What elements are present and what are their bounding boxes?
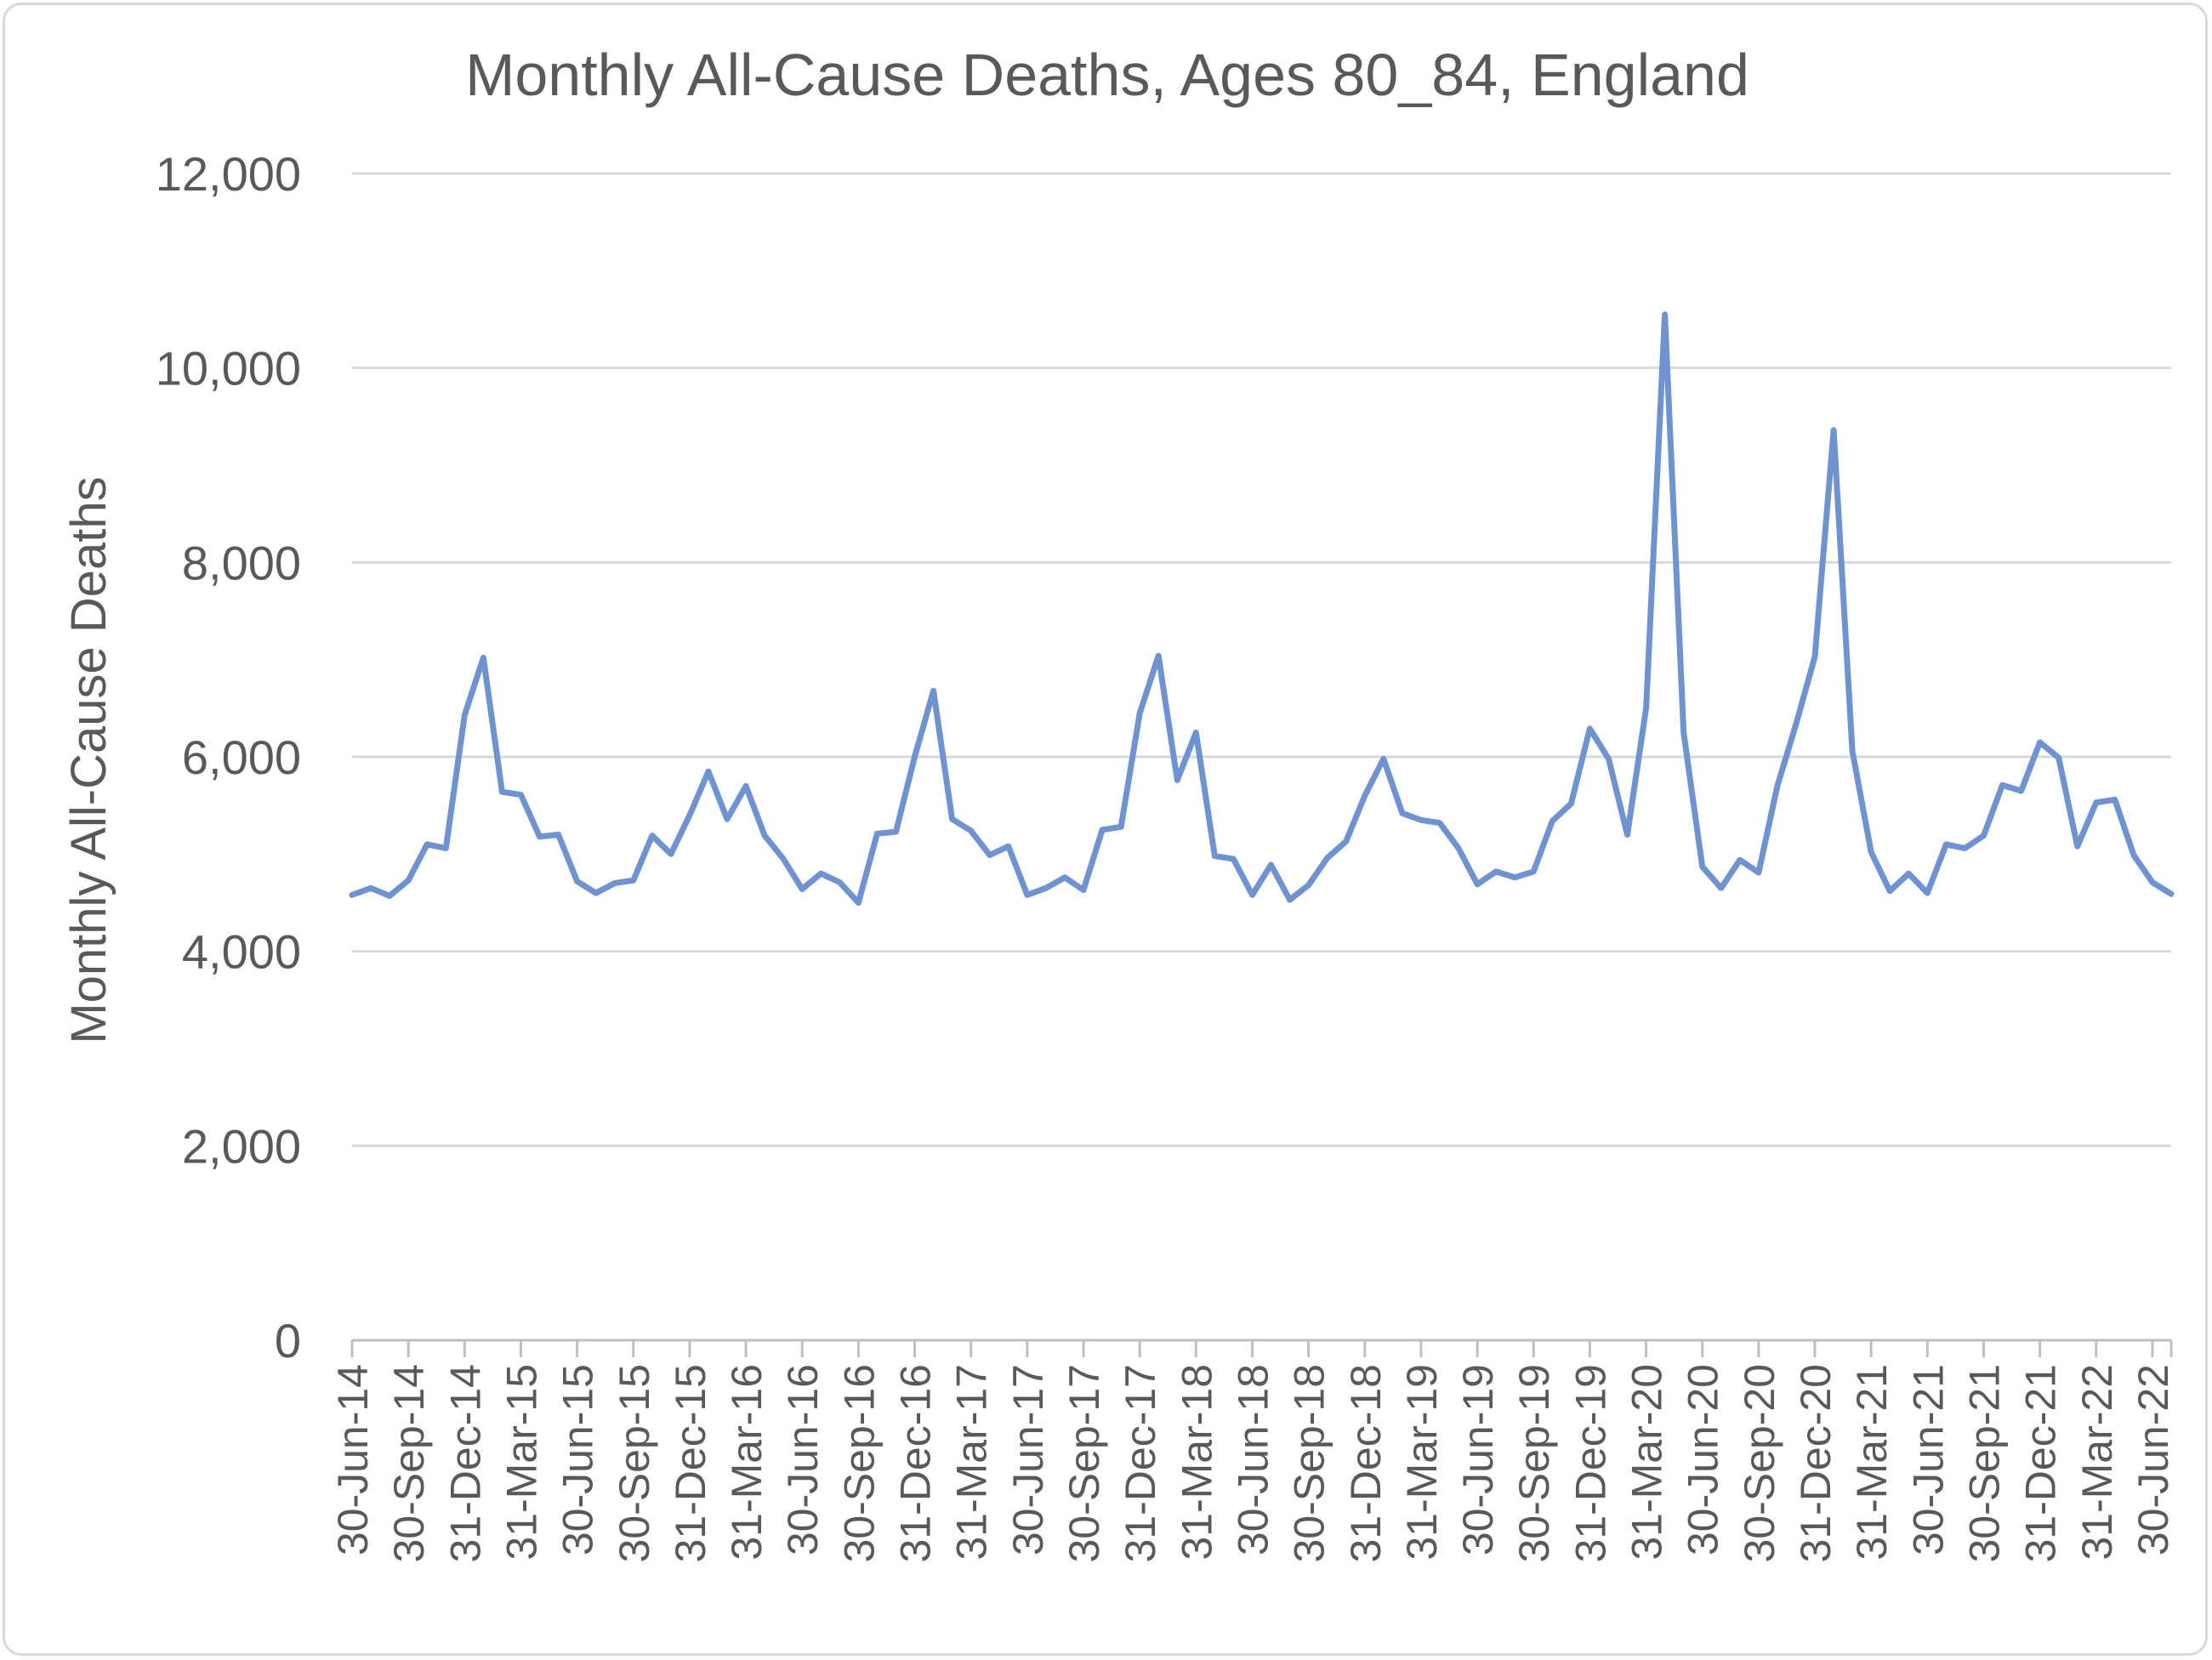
x-tick-label: 30-Jun-15 xyxy=(554,1364,602,1555)
x-tick-label: 31-Mar-18 xyxy=(1173,1364,1220,1561)
x-tick-label: 30-Jun-20 xyxy=(1680,1364,1727,1555)
x-tick-label: 31-Dec-17 xyxy=(1117,1364,1164,1562)
x-tick-label: 30-Sep-16 xyxy=(835,1364,883,1563)
y-axis-label: Monthly All-Cause Deaths xyxy=(61,476,117,1043)
x-tick-label: 31-Dec-18 xyxy=(1342,1364,1390,1562)
x-tick-label: 30-Jun-21 xyxy=(1904,1364,1952,1555)
x-tick-label: 31-Dec-16 xyxy=(892,1364,940,1562)
x-tick-label: 31-Mar-17 xyxy=(948,1364,996,1561)
chart-title: Monthly All-Cause Deaths, Ages 80_84, En… xyxy=(465,42,1749,108)
x-tick-label: 31-Dec-19 xyxy=(1567,1364,1614,1562)
series-line xyxy=(349,311,2175,906)
x-axis: 30-Jun-14 30-Sep-14 31-Dec-14 31-Mar-15 30-J… xyxy=(329,1339,2177,1563)
x-tick-label: 30-Sep-18 xyxy=(1286,1364,1333,1563)
x-tick-label: 31-Mar-16 xyxy=(723,1364,771,1561)
x-tick-label: 30-Sep-21 xyxy=(1960,1364,2008,1563)
chart-frame: Monthly All-Cause Deaths, Ages 80_84, En… xyxy=(3,3,2208,1656)
x-tick-label: 30-Jun-19 xyxy=(1454,1364,1502,1555)
x-tick-label: 30-Jun-17 xyxy=(1004,1364,1052,1555)
x-tick-label: 30-Jun-16 xyxy=(779,1364,827,1555)
x-tick-label: 31-Mar-20 xyxy=(1623,1364,1671,1561)
x-tick-label: 31-Dec-14 xyxy=(441,1364,489,1562)
x-tick-label: 31-Mar-15 xyxy=(498,1364,545,1561)
series-layer xyxy=(349,311,2175,906)
y-tick-label: 12,000 xyxy=(156,147,301,201)
line-chart: Monthly All-Cause Deaths, Ages 80_84, En… xyxy=(61,42,2177,1563)
gridlines xyxy=(352,172,2171,1147)
y-tick-label: 2,000 xyxy=(182,1119,301,1173)
x-tick-label: 31-Mar-22 xyxy=(2073,1364,2121,1561)
x-tick-label: 31-Mar-21 xyxy=(1848,1364,1896,1561)
x-tick-label: 30-Sep-20 xyxy=(1736,1364,1783,1563)
x-tick-label: 30-Sep-14 xyxy=(385,1364,433,1563)
x-tick-label: 30-Sep-17 xyxy=(1061,1364,1108,1563)
y-tick-label: 6,000 xyxy=(182,731,301,784)
y-tick-label: 4,000 xyxy=(182,925,301,979)
x-tick-label: 30-Jun-22 xyxy=(2130,1364,2177,1555)
x-tick-label: 30-Sep-15 xyxy=(611,1364,658,1563)
x-tick-label: 31-Mar-19 xyxy=(1398,1364,1446,1561)
y-tick-label: 0 xyxy=(275,1314,301,1367)
x-tick-label: 31-Dec-20 xyxy=(1792,1364,1840,1562)
x-tick-label: 31-Dec-15 xyxy=(667,1364,714,1562)
y-tick-label: 8,000 xyxy=(182,536,301,589)
x-tick-label: 31-Dec-21 xyxy=(2017,1364,2065,1562)
y-tick-label: 10,000 xyxy=(156,342,301,395)
x-tick-label: 30-Sep-19 xyxy=(1510,1364,1558,1563)
y-axis-ticks: 0 2,000 4,000 6,000 8,000 10,000 12,000 xyxy=(156,147,301,1367)
x-tick-label: 30-Jun-14 xyxy=(329,1364,377,1555)
x-tick-label: 30-Jun-18 xyxy=(1229,1364,1277,1555)
